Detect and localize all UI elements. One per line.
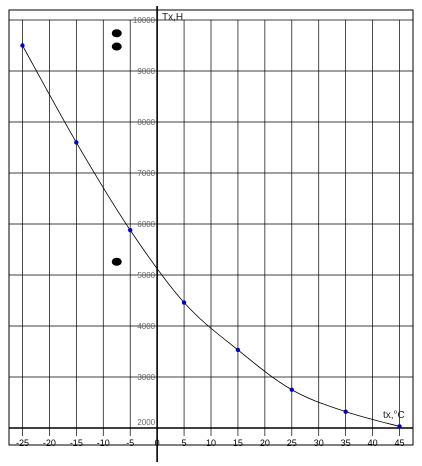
data-point bbox=[20, 43, 25, 48]
axes bbox=[9, 6, 413, 462]
black-dot-mark bbox=[111, 29, 122, 38]
x-tick-label: -10 bbox=[97, 438, 110, 448]
x-tick-labels: -25 -20 -15 -10 -5 0 5 10 15 20 25 30 35 40 45 bbox=[16, 438, 405, 448]
y-tick-label: 8000 bbox=[137, 118, 155, 127]
extra-marks bbox=[111, 29, 122, 266]
y-tick-label: 4000 bbox=[137, 322, 155, 331]
x-tick-label: 0 bbox=[155, 438, 160, 448]
data-point bbox=[74, 140, 79, 145]
x-tick-label: -25 bbox=[16, 438, 29, 448]
y-tick-label: 5000 bbox=[137, 271, 155, 280]
x-tick-label: 20 bbox=[260, 438, 270, 448]
x-tick-label: -5 bbox=[126, 438, 134, 448]
y-tick-label: 3000 bbox=[137, 373, 155, 382]
series-group bbox=[20, 43, 402, 429]
x-tick-label: -20 bbox=[43, 438, 56, 448]
x-tick-label: 15 bbox=[233, 438, 243, 448]
x-tick-label: 45 bbox=[395, 438, 405, 448]
x-tick-label: 10 bbox=[206, 438, 216, 448]
y-tick-label: 2000 bbox=[137, 418, 155, 427]
data-point bbox=[235, 347, 241, 353]
x-tick-label: -15 bbox=[70, 438, 83, 448]
x-tick-label: 40 bbox=[368, 438, 378, 448]
data-point bbox=[128, 227, 133, 233]
data-point bbox=[343, 409, 348, 414]
y-tick-label: 7000 bbox=[137, 169, 155, 178]
x-tick-label: 30 bbox=[314, 438, 324, 448]
x-tick-label: 5 bbox=[182, 438, 187, 448]
y-axis-label: Tx,H bbox=[162, 12, 183, 23]
y-tick-label: 6000 bbox=[137, 220, 155, 229]
plot-frame bbox=[8, 9, 414, 446]
y-tick-label: 10000 bbox=[133, 16, 156, 25]
data-point bbox=[397, 424, 402, 429]
x-tick-label: 25 bbox=[287, 438, 297, 448]
y-tick-label: 9000 bbox=[137, 67, 155, 76]
plot-border bbox=[8, 9, 414, 446]
data-point bbox=[289, 387, 294, 392]
black-dot-mark bbox=[111, 42, 122, 51]
x-tick-label: 35 bbox=[341, 438, 351, 448]
data-point bbox=[181, 300, 187, 305]
black-dot-mark bbox=[111, 257, 122, 266]
x-axis-label: tx,°C bbox=[383, 410, 405, 421]
y-tick-labels: 3000 4000 5000 6000 7000 8000 9000 10000 2000 bbox=[133, 16, 156, 427]
grid bbox=[9, 19, 413, 436]
